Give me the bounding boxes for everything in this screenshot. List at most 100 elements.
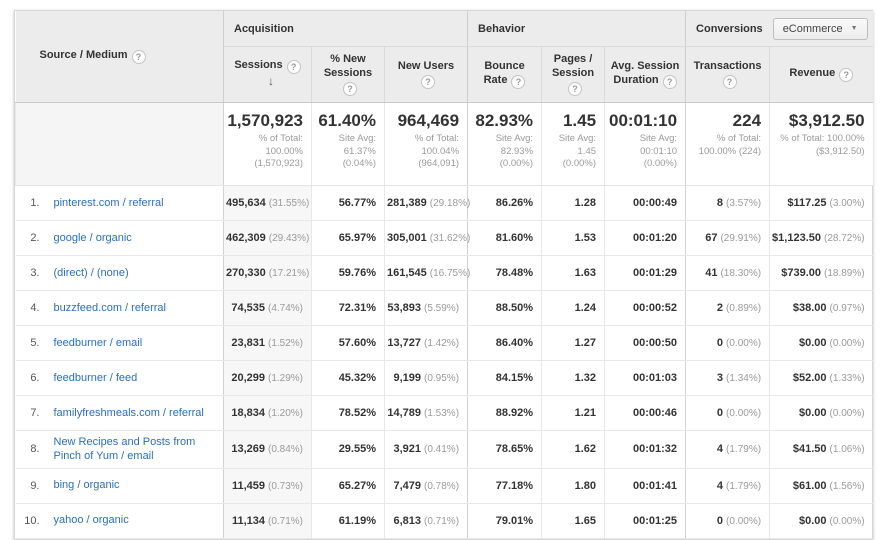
group-header-behavior: Behavior [467,11,686,47]
row-rank: 1. [15,185,46,221]
row-rank: 5. [15,325,46,361]
column-header-revenue[interactable]: Revenue? [769,46,873,103]
new-sessions-cell: 56.77% [311,185,385,221]
sort-descending-icon[interactable]: ↓ [268,74,274,89]
column-header-new-users[interactable]: New Users? [383,46,468,103]
new-users-cell: 7,479 (0.78%) [383,468,468,504]
source-link[interactable]: buzzfeed.com / referral [53,301,167,314]
source-link[interactable]: feedburner / email [53,336,143,349]
source-link[interactable]: pinterest.com / referral [53,196,164,209]
new-sessions-cell: 57.60% [311,325,385,361]
source-cell: pinterest.com / referral [45,185,224,221]
help-icon[interactable]: ? [343,81,357,96]
pages-session-cell: 1.21 [541,395,605,431]
sessions-cell: 74,535 (4.74%) [223,290,312,326]
metric-column-header-row: Sessions ?↓ % New Sessions? New Users? Bo… [16,46,873,103]
source-cell: google / organic [45,220,224,256]
column-header-avg-session-duration[interactable]: Avg. Session Duration? [604,46,686,103]
sessions-cell: 11,459 (0.73%) [223,468,312,504]
totals-pages-session: 1.45 Site Avg: 1.45 (0.00%) [541,102,605,186]
table-row: 4. buzzfeed.com / referral 74,535 (4.74%)… [15,290,873,326]
source-link[interactable]: familyfreshmeals.com / referral [53,406,204,419]
source-link[interactable]: (direct) / (none) [53,266,129,279]
source-medium-table: Source / Medium? Acquisition Behavior Co… [15,11,873,539]
help-icon[interactable]: ? [568,81,583,96]
help-icon[interactable]: ? [839,68,854,82]
new-sessions-cell: 65.97% [311,220,385,256]
bounce-rate-cell: 78.65% [467,430,542,469]
behavior-label: Behavior [478,22,526,35]
source-cell: bing / organic [45,468,224,504]
help-icon[interactable]: ? [421,74,436,89]
transactions-cell: 2 (0.89%) [685,290,770,326]
new-sessions-cell: 72.31% [311,290,385,326]
row-rank: 9. [15,468,46,504]
transactions-cell: 0 (0.00%) [685,395,770,431]
avg-duration-cell: 00:01:20 [604,220,686,256]
row-rank: 4. [15,290,46,326]
table-row: 2. google / organic 462,309 (29.43%) 65.9… [15,220,873,256]
pages-session-cell: 1.62 [541,430,605,469]
pages-session-cell: 1.65 [541,503,605,539]
bounce-rate-cell: 81.60% [467,220,542,256]
revenue-cell: $41.50 (1.06%) [769,430,873,469]
column-header-bounce-rate[interactable]: Bounce Rate? [467,46,542,103]
avg-duration-cell: 00:00:49 [604,185,686,221]
row-rank: 8. [15,430,46,469]
help-icon[interactable]: ? [286,60,301,75]
source-cell: familyfreshmeals.com / referral [45,395,224,431]
table-row: 10. yahoo / organic 11,134 (0.71%) 61.19%… [15,503,873,539]
source-link[interactable]: google / organic [53,231,132,244]
avg-duration-cell: 00:00:46 [604,395,686,431]
table-row: 7. familyfreshmeals.com / referral 18,83… [15,395,873,431]
sessions-cell: 23,831 (1.52%) [223,325,312,361]
totals-transactions: 224% of Total: 100.00% (224) [685,102,770,186]
pages-session-cell: 1.28 [541,185,605,221]
source-cell: feedburner / feed [45,360,224,396]
row-rank: 10. [15,503,46,539]
totals-new-sessions: 61.40% Site Avg: 61.37% (0.04%) [311,102,385,186]
sessions-cell: 11,134 (0.71%) [223,503,312,539]
column-header-source-medium[interactable]: Source / Medium? [15,11,224,103]
bounce-rate-cell: 79.01% [467,503,542,539]
group-header-conversions: Conversions eCommerce ▼ [685,11,873,47]
avg-duration-cell: 00:00:50 [604,325,686,361]
new-sessions-cell: 65.27% [311,468,385,504]
revenue-cell: $61.00 (1.56%) [769,468,873,504]
help-icon[interactable]: ? [511,74,526,89]
revenue-cell: $0.00 (0.00%) [769,503,873,539]
column-header-sessions[interactable]: Sessions ?↓ [223,46,312,103]
transactions-cell: 8 (3.57%) [685,185,770,221]
source-link[interactable]: feedburner / feed [53,371,138,384]
source-link[interactable]: New Recipes and Posts from Pinch of Yum … [53,436,196,463]
column-header-new-sessions[interactable]: % New Sessions? [311,46,385,103]
source-cell: (direct) / (none) [45,255,224,291]
source-link[interactable]: bing / organic [53,479,120,492]
new-users-cell: 53,893 (5.59%) [383,290,468,326]
totals-avg-duration: 00:01:10 Site Avg: 00:01:10 (0.00%) [604,102,686,186]
bounce-rate-cell: 86.40% [467,325,542,361]
column-header-pages-session[interactable]: Pages / Session? [541,46,605,103]
dropdown-selected-value: eCommerce [782,22,843,35]
totals-sessions: 1,570,923% of Total: 100.00% (1,570,923) [223,102,312,186]
source-link[interactable]: yahoo / organic [53,514,129,527]
column-header-transactions[interactable]: Transactions? [685,46,770,103]
bounce-rate-cell: 84.15% [467,360,542,396]
table-row: 3. (direct) / (none) 270,330 (17.21%) 59.… [15,255,873,291]
revenue-cell: $1,123.50 (28.72%) [769,220,873,256]
new-sessions-cell: 59.76% [311,255,385,291]
table-row: 9. bing / organic 11,459 (0.73%) 65.27% 7… [15,468,873,504]
sessions-cell: 462,309 (29.43%) [223,220,312,256]
new-users-cell: 3,921 (0.41%) [383,430,468,469]
help-icon[interactable]: ? [662,74,677,89]
sessions-cell: 18,834 (1.20%) [223,395,312,431]
help-icon[interactable]: ? [131,50,146,64]
pages-session-cell: 1.24 [541,290,605,326]
source-cell: New Recipes and Posts from Pinch of Yum … [45,430,224,469]
ecommerce-dropdown[interactable]: eCommerce ▼ [772,17,868,40]
revenue-cell: $52.00 (1.33%) [769,360,873,396]
table-row: 5. feedburner / email 23,831 (1.52%) 57.6… [15,325,873,361]
help-icon[interactable]: ? [722,74,737,89]
pages-session-cell: 1.32 [541,360,605,396]
new-users-cell: 281,389 (29.18%) [383,185,470,221]
